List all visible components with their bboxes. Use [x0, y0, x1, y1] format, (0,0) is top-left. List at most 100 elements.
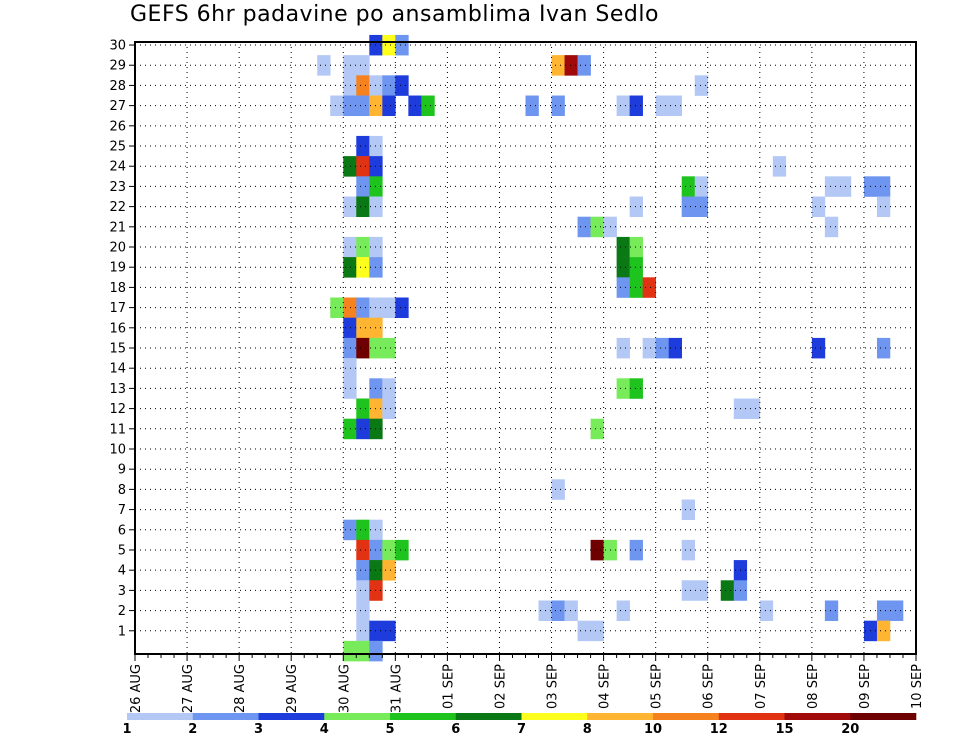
- colorbar-swatch: [390, 713, 457, 720]
- colorbar-swatch: [521, 713, 588, 720]
- x-tick-label: 05 SEP: [650, 664, 665, 709]
- y-tick-label: 26: [109, 119, 126, 134]
- heatmap-cell: [616, 337, 630, 359]
- heatmap-cell: [356, 620, 370, 642]
- heatmap-cell: [889, 600, 904, 621]
- heatmap-cell: [356, 418, 370, 440]
- colorbar-label: 20: [841, 722, 859, 737]
- heatmap-cell: [356, 600, 370, 621]
- x-tick-label: 31 AUG: [389, 664, 404, 713]
- heatmap-cell: [824, 600, 839, 621]
- heatmap-cell: [356, 398, 370, 419]
- heatmap-cell: [876, 337, 891, 359]
- y-tick-label: 27: [109, 99, 126, 114]
- heatmap-cell: [551, 95, 565, 117]
- heatmap-cell: [616, 378, 630, 399]
- heatmap-cell: [356, 95, 370, 117]
- y-tick-label: 6: [118, 523, 126, 538]
- heatmap-cell: [382, 337, 396, 359]
- x-tick-label: 01 SEP: [441, 664, 456, 709]
- y-tick-label: 15: [109, 342, 126, 357]
- x-tick-label: 26 AUG: [129, 664, 144, 713]
- x-tick-label: 03 SEP: [546, 664, 561, 709]
- y-tick-label: 17: [109, 301, 126, 316]
- heatmap-cell: [356, 176, 370, 197]
- y-tick-label: 4: [118, 564, 126, 579]
- heatmap-cell: [616, 600, 630, 621]
- heatmap-cell: [577, 55, 591, 76]
- heatmap-cell: [616, 277, 630, 298]
- heatmap-cell: [681, 499, 696, 520]
- heatmap-cell: [382, 398, 396, 419]
- heatmap-cell: [772, 156, 787, 177]
- heatmap-cell: [577, 216, 591, 238]
- heatmap-cell: [629, 257, 643, 278]
- heatmap-cell: [343, 378, 357, 399]
- heatmap-cell: [356, 236, 370, 258]
- heatmap-cell: [564, 600, 578, 621]
- heatmap-cell: [629, 95, 643, 117]
- heatmap-cell: [343, 156, 357, 177]
- heatmap-cell: [421, 95, 435, 117]
- heatmap-cell: [616, 236, 630, 258]
- colorbar-label: 4: [320, 722, 329, 737]
- heatmap-cell: [343, 317, 357, 339]
- heatmap-cell: [343, 418, 357, 440]
- x-tick-label: 04 SEP: [598, 664, 613, 709]
- heatmap-cell: [694, 580, 709, 601]
- colorbar-swatch: [718, 713, 785, 720]
- heatmap-cell: [759, 600, 774, 621]
- y-tick-label: 12: [109, 402, 126, 417]
- heatmap-cell: [395, 75, 409, 96]
- x-tick-label: 08 SEP: [806, 664, 821, 709]
- colorbar-swatch: [455, 713, 522, 720]
- heatmap-cell: [343, 640, 357, 662]
- heatmap-cell: [382, 95, 396, 117]
- heatmap-cell: [356, 135, 370, 157]
- heatmap-cell: [356, 196, 370, 218]
- heatmap-cell: [343, 196, 357, 218]
- heatmap-cell: [382, 560, 396, 581]
- y-tick-label: 11: [109, 422, 126, 437]
- colorbar-label: 10: [644, 722, 662, 737]
- chart-title: GEFS 6hr padavine po ansamblima Ivan Sed…: [130, 2, 659, 27]
- y-tick-label: 8: [118, 483, 126, 498]
- heatmap-cell: [629, 277, 643, 298]
- y-tick-label: 7: [118, 503, 126, 518]
- heatmap-cell: [395, 297, 409, 318]
- heatmap-cell: [356, 337, 370, 359]
- colorbar-label: 5: [385, 722, 394, 737]
- heatmap-cell: [642, 277, 656, 298]
- x-tick-label: 28 AUG: [233, 664, 248, 713]
- x-axis: 26 AUG 27 AUG 28 AUG 29 AUG 30 AUG 31 AUG 01 S…: [129, 654, 925, 713]
- heatmap-cell: [343, 257, 357, 278]
- y-tick-label: 13: [109, 382, 126, 397]
- heatmap-cell: [616, 257, 630, 278]
- heatmap-cell: [681, 539, 696, 561]
- heatmap-cell: [681, 196, 696, 218]
- heatmap-cell: [382, 297, 396, 318]
- heatmap-cell: [837, 176, 852, 197]
- x-tick-label: 27 AUG: [181, 664, 196, 713]
- grid-lines: [135, 42, 916, 654]
- heatmap-cell: [356, 156, 370, 177]
- heatmap-cell: [629, 196, 643, 218]
- colorbar-swatch: [192, 713, 259, 720]
- heatmap-cell: [629, 378, 643, 399]
- heatmap-cell: [356, 317, 370, 339]
- colorbar-label: 7: [517, 722, 526, 737]
- y-tick-label: 30: [109, 39, 126, 54]
- heatmap-cell: [382, 620, 396, 642]
- heatmap-cell: [356, 297, 370, 318]
- y-tick-label: 14: [109, 362, 126, 377]
- y-tick-label: 24: [109, 160, 126, 175]
- heatmap-cell: [590, 620, 604, 642]
- heatmap-cell: [629, 539, 643, 561]
- colorbar-swatch: [784, 713, 851, 720]
- heatmap-cell: [876, 176, 891, 197]
- y-tick-label: 1: [118, 624, 126, 639]
- colorbar-label: 3: [254, 722, 263, 737]
- heatmap-cell: [382, 378, 396, 399]
- x-tick-label: 02 SEP: [493, 664, 508, 709]
